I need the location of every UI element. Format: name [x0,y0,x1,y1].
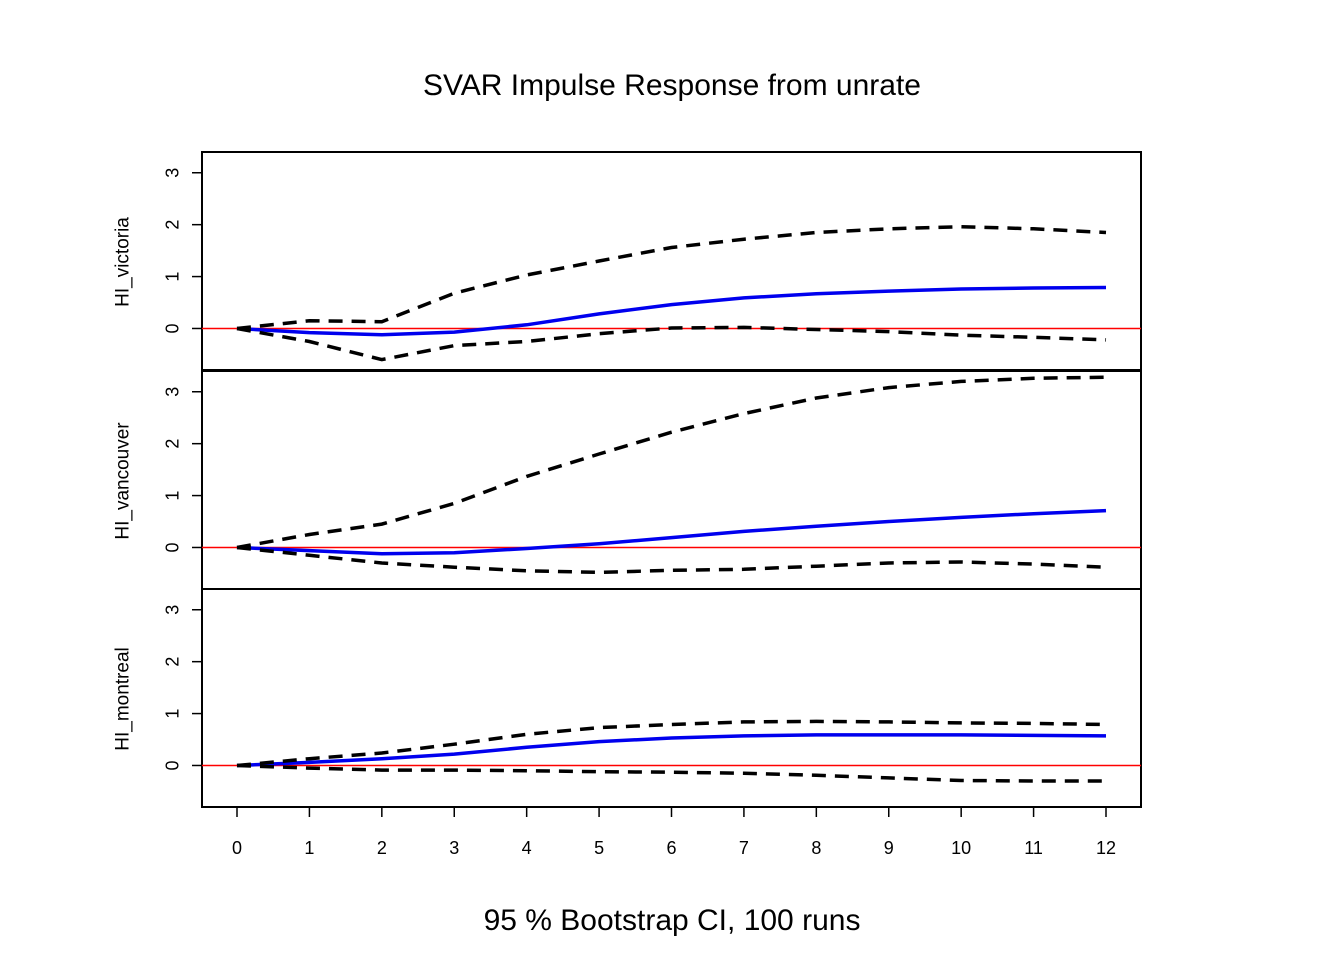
x-tick-label: 5 [594,838,604,858]
panel-HI_vancouver: 0 1 2 3 HI_vancouver [113,370,1142,590]
x-tick-label: 6 [666,838,676,858]
x-tick-label: 10 [951,838,971,858]
y-tick-label: 0 [162,542,182,552]
panel-HI_montreal: 0 1 2 3 HI_montreal [113,588,1142,808]
series-response-line [236,285,1107,337]
panel-label: HI_victoria [113,217,134,307]
x-tick-label: 8 [811,838,821,858]
panel-frame [201,370,1142,590]
series-response-line [236,733,1107,768]
x-tick-label: 2 [377,838,387,858]
x-tick-label: 1 [304,838,314,858]
y-tick-label: 0 [162,323,182,333]
y-tick-label: 0 [162,760,182,770]
series-upper-line [236,224,1107,331]
x-tick-label: 11 [1024,838,1043,858]
y-tick-label: 2 [162,439,182,449]
y-tick-label: 1 [162,491,182,501]
y-tick-label: 2 [162,657,182,667]
x-tick-label: 7 [739,838,749,858]
panel-label: HI_vancouver [113,422,134,540]
x-tick-label: 9 [884,838,894,858]
series-upper-line [236,375,1107,550]
y-tick-label: 2 [162,220,182,230]
y-tick-label: 3 [162,605,182,615]
panel-label: HI_montreal [113,647,134,751]
x-tick-label: 12 [1096,838,1116,858]
y-tick-label: 3 [162,387,182,397]
y-tick-label: 3 [162,168,182,178]
series-lower-line [236,545,1107,575]
x-tick-label: 3 [449,838,459,858]
y-tick-label: 1 [162,709,182,719]
y-tick-label: 1 [162,272,182,282]
series-response-line [236,508,1107,556]
chart-title: SVAR Impulse Response from unrate [423,69,921,102]
chart-footer: 95 % Bootstrap CI, 100 runs [484,904,861,937]
panels: 0 1 2 3 HI_victoria 0 1 2 3 HI_vancouver 0 1 2 3 HI_mo… [113,151,1142,808]
panel-frame [201,588,1142,808]
series-lower-line [236,325,1107,362]
x-tick-label: 4 [522,838,532,858]
series-upper-line [236,719,1107,768]
x-axis: 0 1 2 3 4 5 6 7 8 9 10 11 12 [232,807,1116,858]
panel-HI_victoria: 0 1 2 3 HI_victoria [113,151,1142,371]
series-lower-line [236,763,1106,783]
x-tick-label: 0 [232,838,242,858]
